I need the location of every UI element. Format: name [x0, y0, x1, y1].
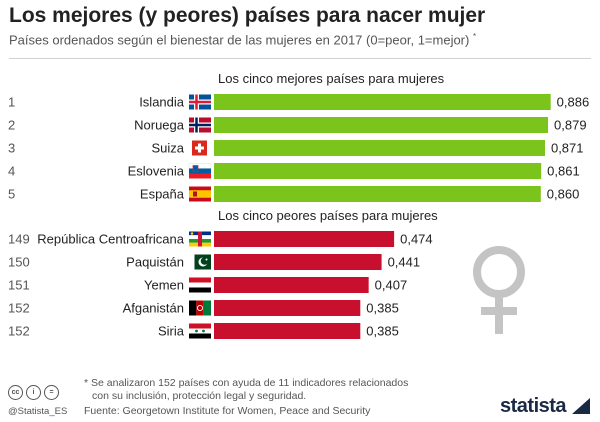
value-label: 0,385 — [366, 301, 399, 316]
subtitle-footnote-mark: * — [472, 32, 477, 41]
bar — [214, 300, 361, 316]
group-heading: Los cinco peores países para mujeres — [218, 208, 438, 223]
value-label: 0,441 — [388, 255, 421, 270]
value-label: 0,860 — [547, 187, 580, 202]
value-label: 0,886 — [557, 95, 590, 110]
value-label: 0,407 — [375, 278, 408, 293]
title-divider — [9, 58, 591, 59]
bar — [214, 323, 361, 339]
rank-label: 149 — [8, 232, 30, 247]
statista-logo[interactable]: statista — [500, 395, 567, 417]
footnote-line-2: con su inclusión, protección legal y seg… — [92, 390, 307, 402]
rank-label: 2 — [8, 118, 15, 133]
bar — [214, 117, 549, 133]
footnote-line-1: * Se analizaron 152 países con ayuda de … — [84, 377, 409, 389]
country-label: Eslovenia — [128, 164, 185, 179]
value-label: 0,385 — [366, 324, 399, 339]
country-label: Paquistán — [126, 255, 184, 270]
bar — [214, 94, 551, 110]
country-label: Suiza — [151, 141, 184, 156]
rank-label: 1 — [8, 95, 15, 110]
group-heading: Los cinco mejores países para mujeres — [218, 71, 445, 86]
rank-label: 151 — [8, 278, 30, 293]
rank-label: 5 — [8, 187, 15, 202]
cc-icon[interactable]: cc — [8, 385, 23, 400]
central-african-republic-flag-icon — [189, 231, 211, 247]
attribution-icon[interactable]: i — [26, 385, 41, 400]
slovenia-flag-icon — [188, 163, 212, 179]
rank-label: 3 — [8, 141, 15, 156]
bar — [214, 254, 382, 270]
twitter-handle[interactable]: @Statista_ES — [8, 406, 68, 417]
equals-icon[interactable]: = — [44, 385, 59, 400]
country-label: Yemen — [144, 278, 184, 293]
rank-label: 150 — [8, 255, 30, 270]
country-label: España — [140, 187, 185, 202]
rank-label: 152 — [8, 301, 30, 316]
chart-title: Los mejores (y peores) países para nacer… — [9, 4, 486, 27]
bar — [214, 163, 542, 179]
pakistan-flag-icon — [189, 254, 211, 270]
statista-logo-mark — [572, 398, 590, 414]
norway-flag-icon — [189, 117, 211, 133]
value-label: 0,861 — [547, 164, 580, 179]
yemen-flag-icon — [189, 277, 211, 293]
switzerland-flag-icon — [192, 140, 207, 156]
bar — [214, 231, 395, 247]
source-note: Fuente: Georgetown Institute for Women, … — [84, 405, 371, 417]
rank-label: 152 — [8, 324, 30, 339]
value-label: 0,474 — [400, 232, 433, 247]
iceland-flag-icon — [189, 94, 211, 110]
bar — [214, 277, 369, 293]
value-label: 0,879 — [554, 118, 587, 133]
syria-flag-icon — [189, 323, 211, 339]
bar — [214, 186, 541, 202]
country-label: Islandia — [139, 95, 185, 110]
country-label: Noruega — [134, 118, 185, 133]
afghanistan-flag-icon — [189, 300, 211, 316]
rank-label: 4 — [8, 164, 15, 179]
female-symbol-icon — [473, 246, 525, 334]
spain-flag-icon — [189, 186, 211, 202]
country-label: República Centroafricana — [37, 232, 184, 247]
value-label: 0,871 — [551, 141, 584, 156]
country-label: Siria — [158, 324, 185, 339]
bar — [214, 140, 545, 156]
country-label: Afganistán — [123, 301, 184, 316]
bar-chart: Los cinco mejores países para mujeres 1 Is… — [8, 71, 590, 339]
chart-subtitle: Países ordenados según el bienestar de l… — [9, 32, 477, 48]
license-icons: cc i = — [8, 385, 59, 400]
